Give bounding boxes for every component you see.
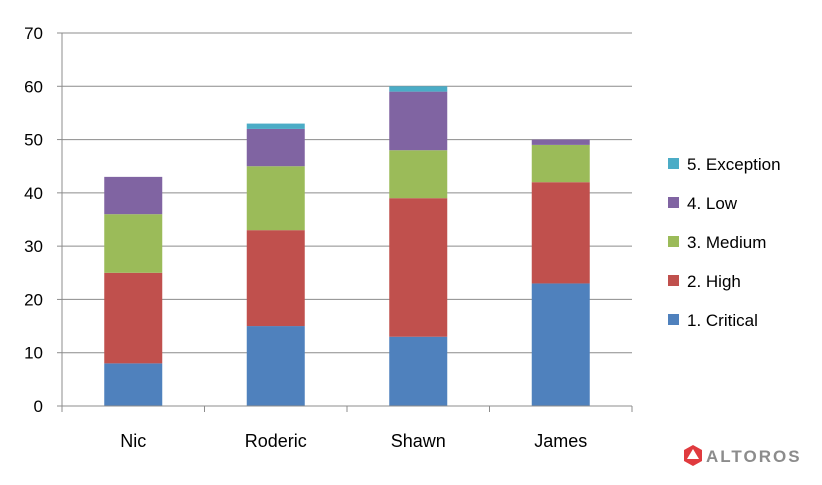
- y-tick-label: 20: [24, 290, 43, 309]
- altoros-logo-icon: [684, 445, 702, 466]
- bar-segment-james-series-4: [531, 139, 590, 145]
- y-tick-label: 40: [24, 184, 43, 203]
- bar-segment-shawn-series-1: [389, 336, 448, 406]
- legend-label: 3. Medium: [687, 233, 766, 252]
- legend-label: 5. Exception: [687, 155, 781, 174]
- bar-segment-nic-series-4: [104, 176, 163, 215]
- category-label-shawn: Shawn: [391, 431, 446, 451]
- legend-label: 4. Low: [687, 194, 738, 213]
- legend-label: 1. Critical: [687, 311, 758, 330]
- bar-segment-nic-series-3: [104, 214, 163, 273]
- category-label-roderic: Roderic: [245, 431, 307, 451]
- bar-segment-shawn-series-5: [389, 86, 448, 92]
- bar-segment-roderic-series-2: [246, 230, 305, 327]
- bar-segment-james-series-3: [531, 144, 590, 183]
- bar-segment-james-series-2: [531, 182, 590, 284]
- bar-segment-roderic-series-3: [246, 166, 305, 231]
- y-tick-label: 50: [24, 131, 43, 150]
- y-tick-label: 0: [34, 397, 43, 416]
- bar-segment-roderic-series-4: [246, 128, 305, 167]
- bar-segment-roderic-series-5: [246, 123, 305, 129]
- bar-segment-roderic-series-1: [246, 326, 305, 406]
- y-tick-label: 30: [24, 237, 43, 256]
- y-tick-label: 60: [24, 77, 43, 96]
- y-tick-label: 10: [24, 344, 43, 363]
- category-label-james: James: [534, 431, 587, 451]
- watermark: ALTOROS: [684, 445, 802, 466]
- bars: [104, 86, 590, 406]
- bar-segment-shawn-series-2: [389, 198, 448, 337]
- bar-segment-shawn-series-3: [389, 150, 448, 199]
- bar-segment-james-series-1: [531, 283, 590, 406]
- category-label-nic: Nic: [120, 431, 146, 451]
- legend-swatch: [668, 314, 679, 325]
- bar-segment-nic-series-1: [104, 363, 163, 406]
- legend-swatch: [668, 275, 679, 286]
- legend-label: 2. High: [687, 272, 741, 291]
- legend-swatch: [668, 236, 679, 247]
- bar-segment-shawn-series-4: [389, 91, 448, 151]
- watermark-text: ALTOROS: [706, 447, 802, 466]
- bar-segment-nic-series-2: [104, 272, 163, 364]
- legend-swatch: [668, 158, 679, 169]
- legend: 5. Exception 4. Low 3. Medium 2. High 1. Cri…: [668, 155, 781, 330]
- axes: 0 10 20 30 40 50 60 70 Nic Roderic Shawn James: [24, 24, 633, 451]
- legend-swatch: [668, 197, 679, 208]
- y-tick-label: 70: [24, 24, 43, 43]
